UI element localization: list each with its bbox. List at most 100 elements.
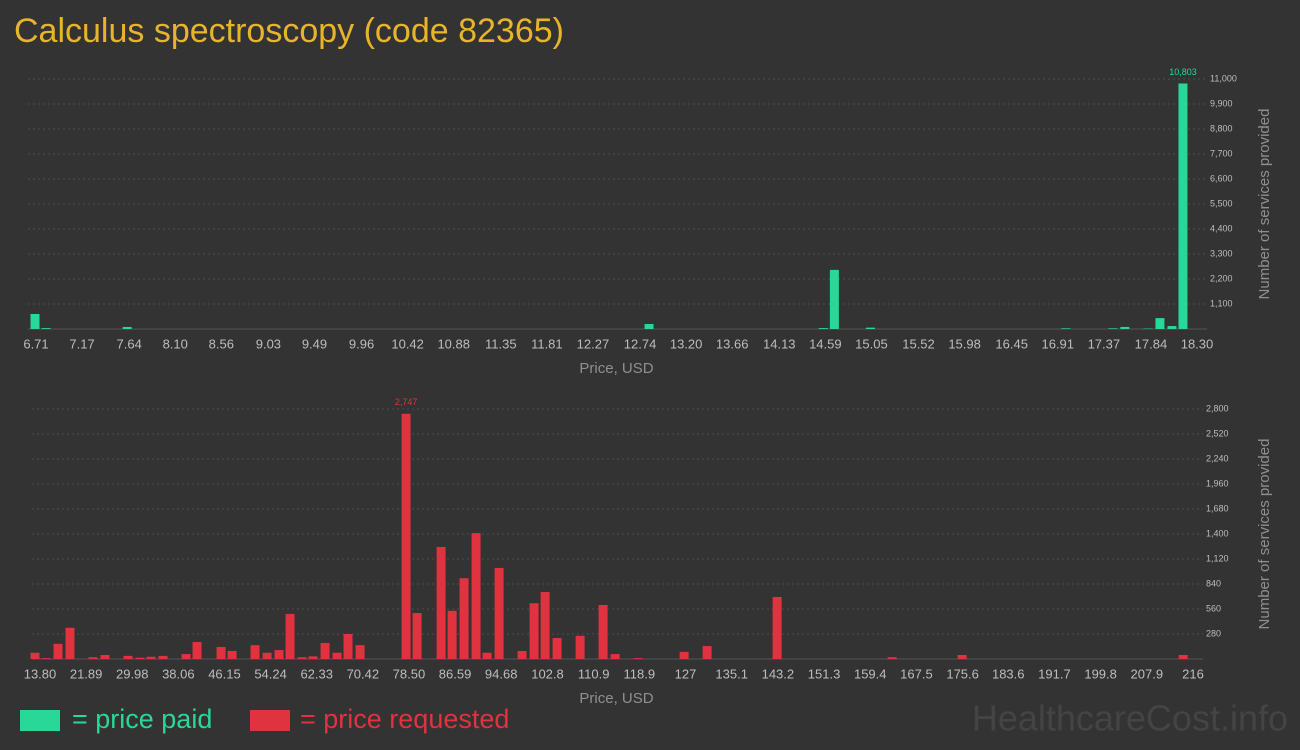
x-tick-label: 159.4 <box>854 666 887 681</box>
x-tick-label: 17.84 <box>1135 336 1168 351</box>
x-tick-label: 7.17 <box>69 336 94 351</box>
bar <box>679 651 689 659</box>
x-tick-label: 29.98 <box>116 666 149 681</box>
bar <box>772 596 782 659</box>
y-tick-label: 1,680 <box>1206 503 1229 513</box>
bar <box>343 634 353 659</box>
y-tick-label: 280 <box>1206 628 1221 638</box>
x-tick-label: 9.96 <box>349 336 374 351</box>
bar <box>436 546 446 659</box>
y-tick-label: 1,100 <box>1210 298 1233 308</box>
x-tick-label: 46.15 <box>208 666 241 681</box>
bar <box>610 654 620 659</box>
bar <box>53 643 63 659</box>
legend-swatch <box>250 710 290 731</box>
x-tick-label: 167.5 <box>900 666 933 681</box>
x-tick-label: 110.9 <box>578 666 610 681</box>
x-tick-label: 12.27 <box>577 336 610 351</box>
bar <box>192 642 202 659</box>
x-tick-label: 175.6 <box>946 666 979 681</box>
x-tick-label: 16.91 <box>1041 336 1074 351</box>
x-tick-label: 13.80 <box>24 666 57 681</box>
y-tick-label: 2,520 <box>1206 428 1229 438</box>
x-tick-label: 21.89 <box>70 666 103 681</box>
x-tick-label: 135.1 <box>715 666 748 681</box>
x-tick-label: 12.74 <box>624 336 657 351</box>
bar <box>146 656 156 659</box>
x-tick-label: 14.59 <box>809 336 842 351</box>
y-tick-label: 9,900 <box>1210 98 1233 108</box>
bar <box>702 646 712 659</box>
x-tick-label: 10.42 <box>391 336 424 351</box>
bar <box>181 654 191 659</box>
bar <box>887 657 897 659</box>
bar <box>41 328 51 329</box>
x-tick-label: 15.05 <box>855 336 888 351</box>
y-tick-label: 4,400 <box>1210 223 1233 233</box>
y-tick-label: 5,500 <box>1210 198 1233 208</box>
x-tick-label: 94.68 <box>485 666 518 681</box>
bar <box>308 656 318 659</box>
bar <box>122 326 132 329</box>
x-tick-label: 9.03 <box>256 336 281 351</box>
bar <box>829 269 839 329</box>
y-tick-label: 840 <box>1206 578 1221 588</box>
bar <box>274 650 284 659</box>
bar <box>332 652 342 659</box>
bar <box>1155 318 1165 329</box>
bar <box>1061 328 1071 329</box>
x-tick-label: 151.3 <box>808 666 841 681</box>
x-tick-label: 15.98 <box>948 336 981 351</box>
bar <box>818 328 828 329</box>
page-title: Calculus spectroscopy (code 82365) <box>14 12 564 50</box>
x-tick-label: 207.9 <box>1131 666 1164 681</box>
legend-label: = price paid <box>72 704 212 734</box>
x-tick-label: 13.20 <box>670 336 703 351</box>
x-tick-label: 8.10 <box>163 336 188 351</box>
bar <box>355 645 365 659</box>
bar <box>494 567 504 659</box>
x-tick-label: 18.30 <box>1181 336 1214 351</box>
x-tick-label: 54.24 <box>254 666 287 681</box>
bar <box>262 652 272 659</box>
x-tick-label: 127 <box>675 666 697 681</box>
x-axis-label: Price, USD <box>579 690 653 707</box>
value-label: 2,747 <box>395 397 418 407</box>
x-tick-label: 62.33 <box>300 666 333 681</box>
legend-swatch <box>20 710 60 731</box>
x-tick-label: 14.13 <box>763 336 796 351</box>
y-tick-label: 1,400 <box>1206 528 1229 538</box>
y-tick-label: 2,240 <box>1206 453 1229 463</box>
bar <box>865 327 875 329</box>
y-axis-label: Number of services provided <box>1256 439 1273 630</box>
x-tick-label: 216 <box>1182 666 1204 681</box>
y-tick-label: 2,200 <box>1210 273 1233 283</box>
bar <box>100 654 110 659</box>
bar <box>482 652 492 659</box>
x-tick-label: 13.66 <box>716 336 749 351</box>
x-tick-label: 191.7 <box>1038 666 1071 681</box>
x-tick-label: 38.06 <box>162 666 195 681</box>
y-tick-label: 1,120 <box>1206 553 1229 563</box>
bar <box>644 324 654 329</box>
bar <box>1178 83 1188 330</box>
bar <box>216 646 226 659</box>
bar <box>412 613 422 659</box>
bar <box>297 657 307 659</box>
legend-label: = price requested <box>300 704 509 734</box>
bar <box>30 652 40 659</box>
x-tick-label: 86.59 <box>439 666 472 681</box>
y-tick-label: 560 <box>1206 603 1221 613</box>
y-tick-label: 11,000 <box>1210 73 1237 83</box>
x-tick-label: 10.88 <box>437 336 470 351</box>
bar <box>41 658 51 659</box>
x-tick-label: 143.2 <box>762 666 795 681</box>
x-tick-label: 11.35 <box>485 336 517 351</box>
x-tick-label: 7.64 <box>117 336 142 351</box>
bar <box>158 655 168 659</box>
bar <box>529 603 539 659</box>
x-tick-label: 78.50 <box>393 666 426 681</box>
bar <box>575 635 585 659</box>
y-tick-label: 6,600 <box>1210 173 1233 183</box>
